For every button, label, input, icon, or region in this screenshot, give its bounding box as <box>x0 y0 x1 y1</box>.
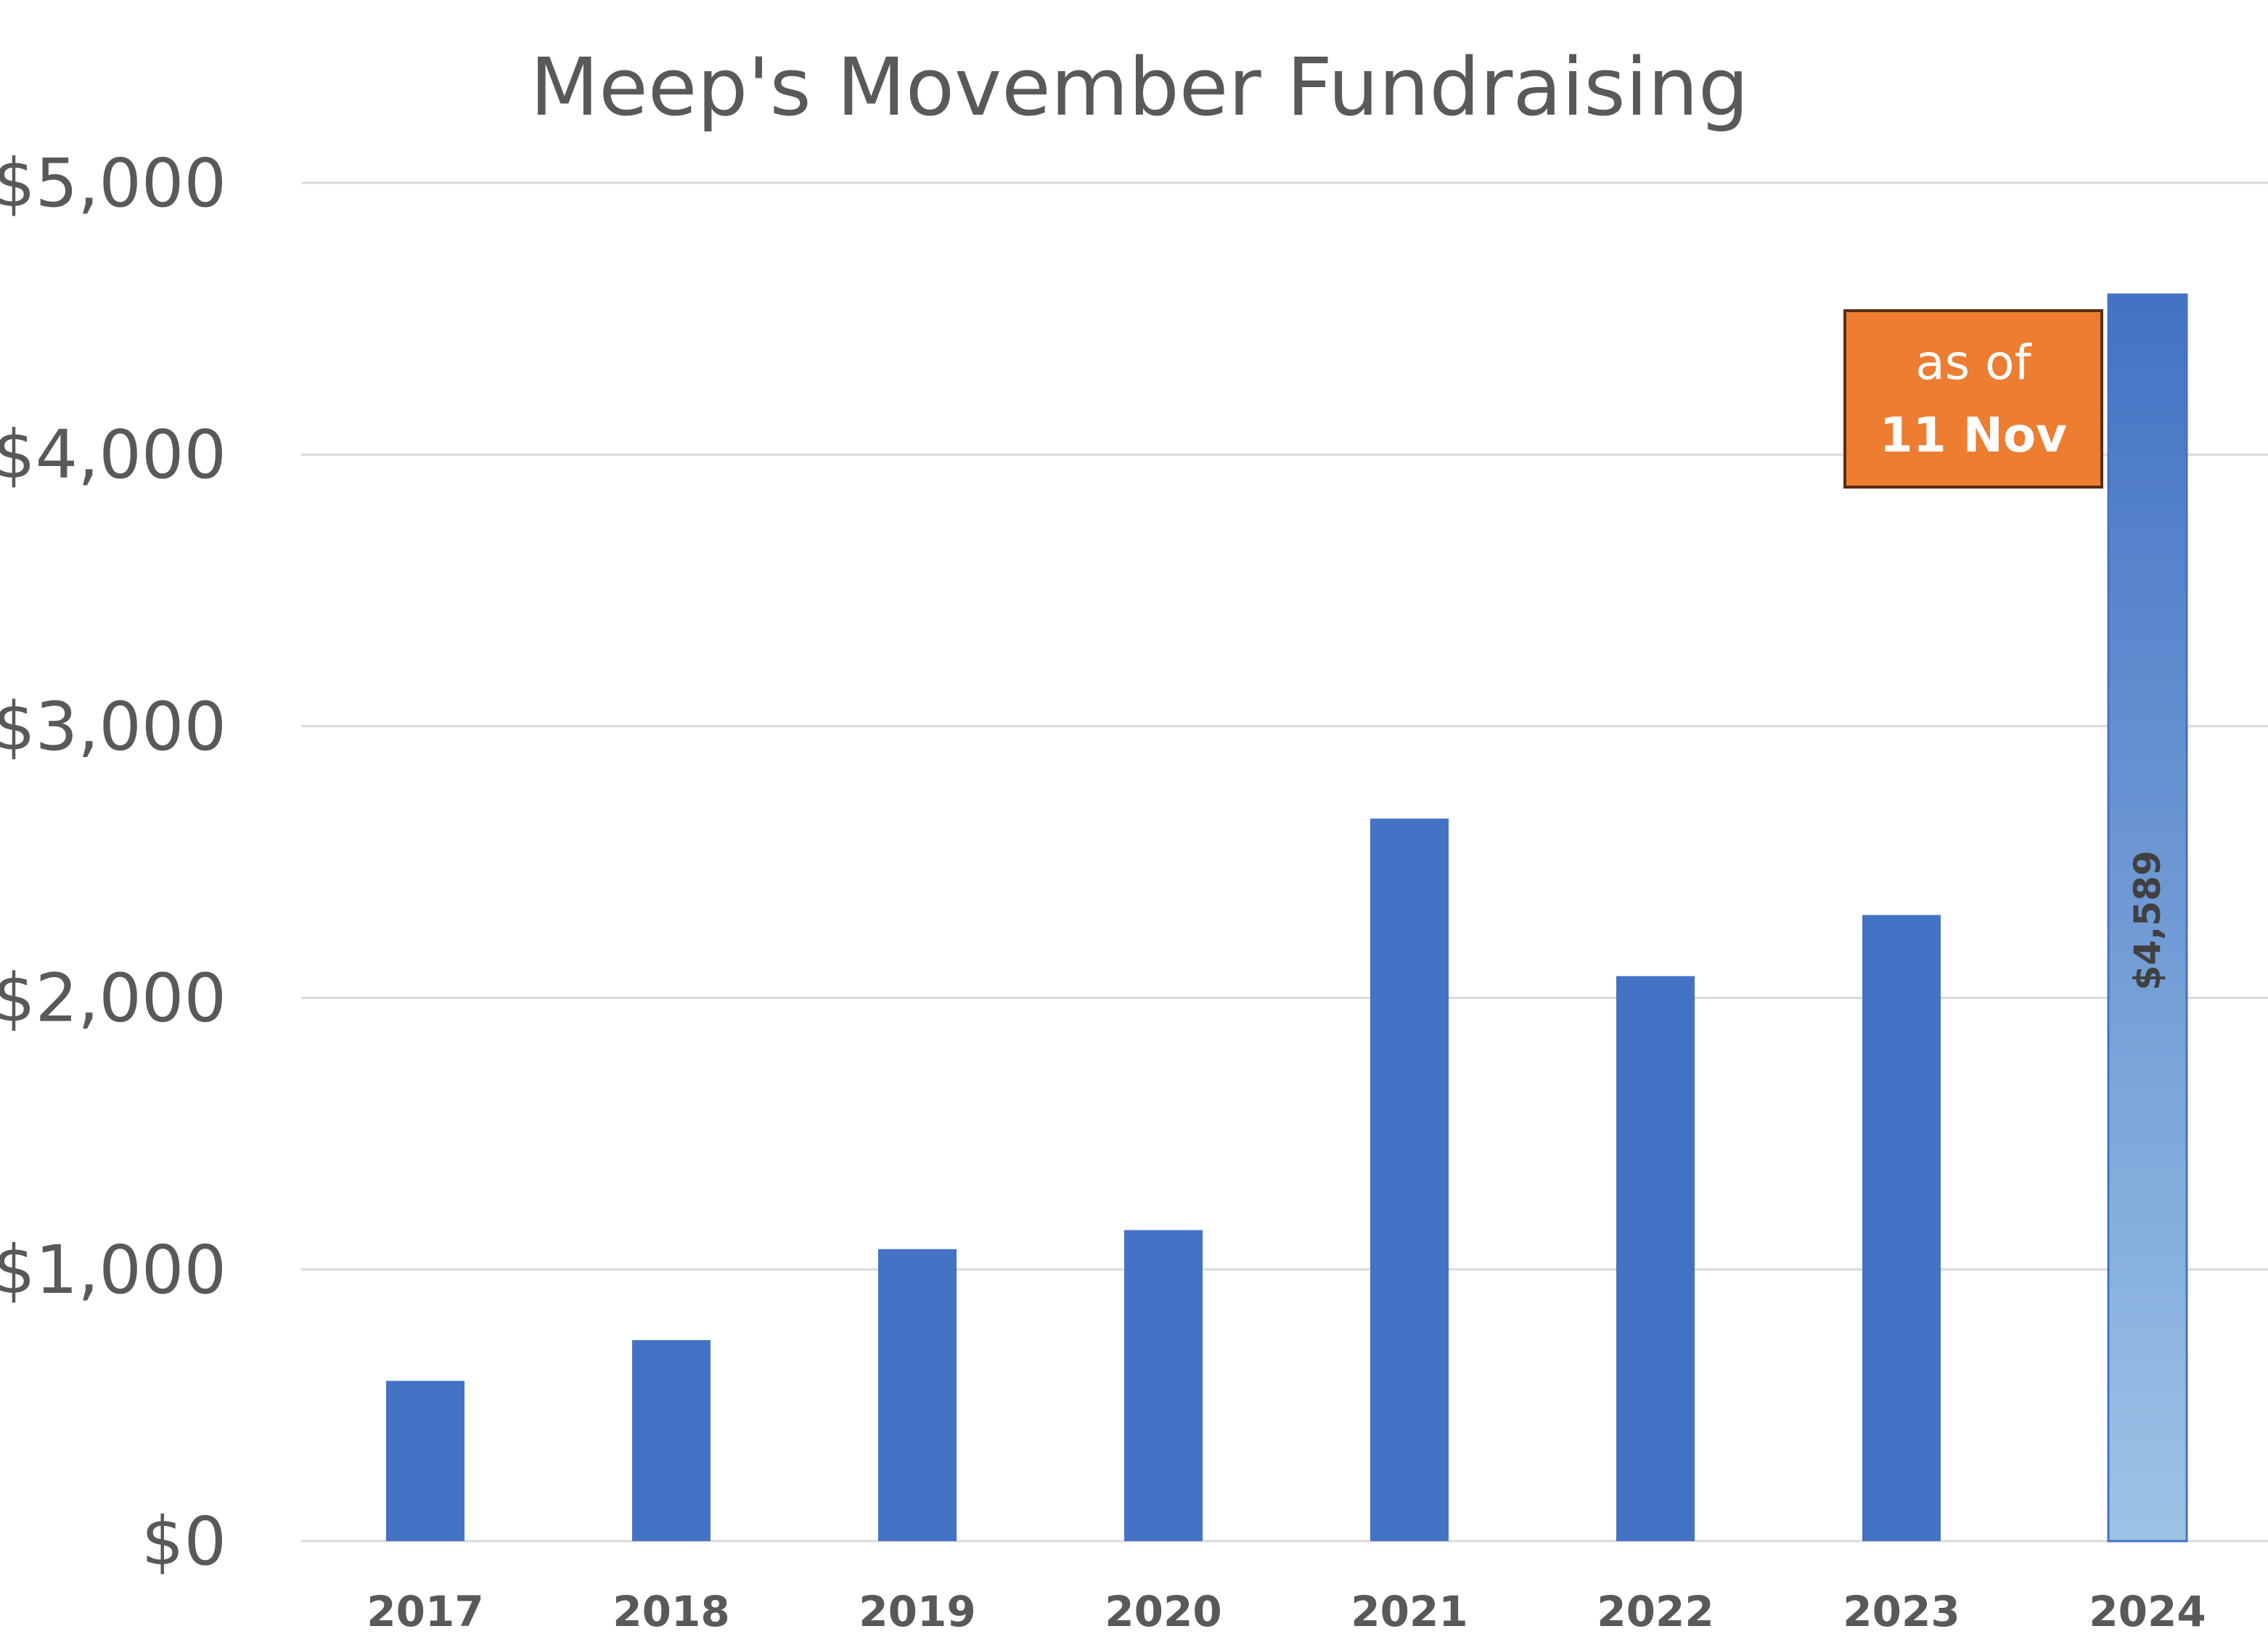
bar-2017 <box>386 1381 464 1541</box>
date-callout: as of 11 Nov <box>1843 309 2103 489</box>
chart-title: Meep's Movember Fundraising <box>530 41 1749 134</box>
callout-box <box>1843 309 2103 489</box>
bar-2019 <box>878 1249 957 1541</box>
bar-2020 <box>1124 1230 1203 1541</box>
y-tick-label: $0 <box>142 1503 226 1580</box>
x-tick-label: 2019 <box>859 1587 975 1636</box>
x-axis-tick-labels: 2017 2018 2019 2020 2021 2022 2023 2024 <box>367 1587 2206 1636</box>
x-tick-label: 2024 <box>2089 1587 2206 1636</box>
callout-line2: 11 Nov <box>1880 407 2067 463</box>
bar-2022 <box>1616 976 1695 1541</box>
x-tick-label: 2023 <box>1843 1587 1960 1636</box>
x-tick-label: 2020 <box>1105 1587 1221 1636</box>
bar-2021 <box>1370 818 1449 1541</box>
y-tick-label: $3,000 <box>0 687 226 765</box>
y-tick-label: $5,000 <box>0 144 226 222</box>
data-labels: $4,589 <box>2126 851 2169 991</box>
callout-line1: as of <box>1915 335 2032 391</box>
bars <box>386 293 2188 1543</box>
x-tick-label: 2018 <box>613 1587 729 1636</box>
y-tick-label: $1,000 <box>0 1231 226 1309</box>
bar-2018 <box>632 1340 711 1541</box>
x-tick-label: 2017 <box>367 1587 483 1636</box>
x-tick-label: 2022 <box>1597 1587 1714 1636</box>
y-tick-label: $4,000 <box>0 416 226 494</box>
bar-2023 <box>1862 915 1941 1541</box>
x-tick-label: 2021 <box>1351 1587 1467 1636</box>
data-label: $4,589 <box>2126 851 2169 991</box>
y-axis-tick-labels: $0 $1,000 $2,000 $3,000 $4,000 $5,000 <box>0 144 226 1580</box>
bar-2024 <box>2107 293 2188 1543</box>
y-tick-label: $2,000 <box>0 960 226 1037</box>
